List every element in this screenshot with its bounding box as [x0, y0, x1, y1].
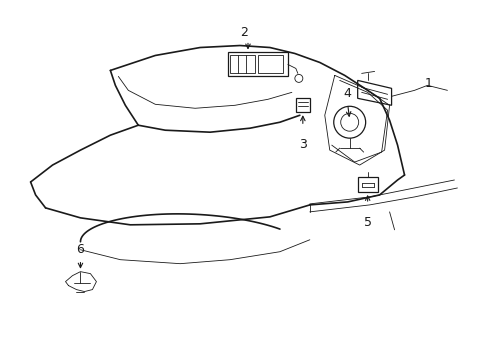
Bar — [357, 177, 377, 192]
Bar — [258, 55, 283, 73]
Text: 5: 5 — [363, 216, 371, 229]
Bar — [229, 55, 254, 73]
Text: 1: 1 — [424, 77, 431, 90]
Bar — [227, 53, 287, 76]
Bar — [295, 98, 309, 112]
Text: 4: 4 — [343, 87, 351, 100]
Text: 3: 3 — [298, 138, 306, 151]
Text: 2: 2 — [240, 26, 247, 39]
Text: 6: 6 — [77, 243, 84, 256]
